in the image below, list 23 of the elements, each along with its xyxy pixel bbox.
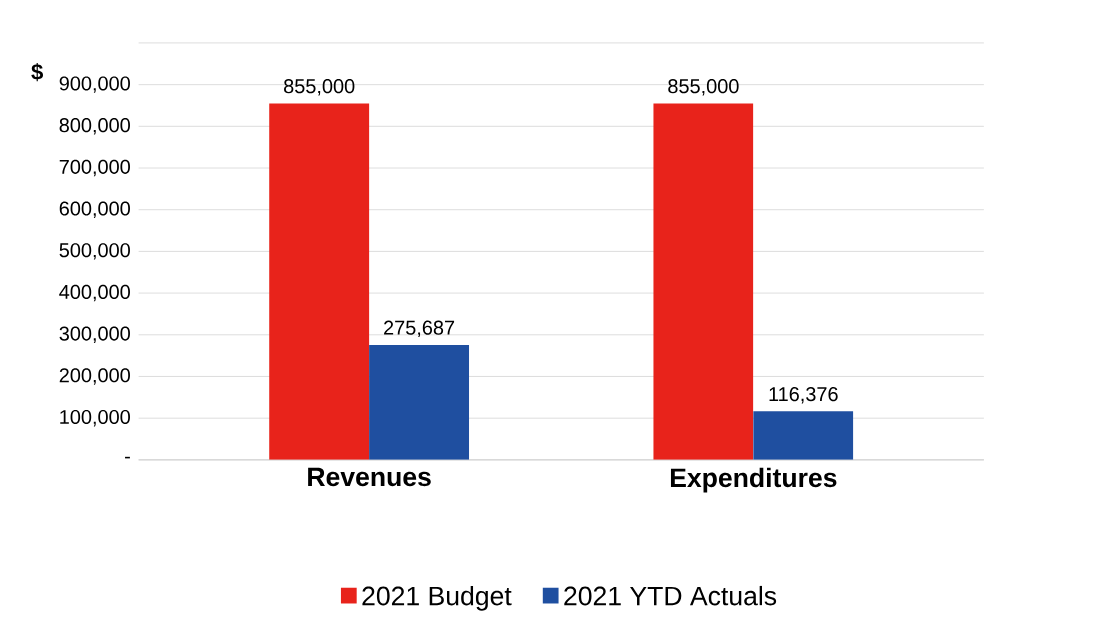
y-tick-label: 700,000 (59, 159, 130, 177)
x-tick-label: Revenues (308, 467, 431, 487)
data-label: 116,376 (769, 387, 838, 404)
data-label: 855,000 (668, 79, 739, 96)
data-label: 275,687 (384, 320, 455, 338)
y-tick-label: 900,000 (59, 76, 130, 94)
y-tick-label: 600,000 (59, 201, 130, 219)
y-tick-label: - (125, 456, 130, 459)
legend-label: 2021 Budget (362, 586, 512, 611)
y-tick-label: 400,000 (59, 285, 130, 302)
y-tick-label: 300,000 (59, 326, 130, 344)
legend-label: 2021 YTD Actuals (564, 586, 777, 606)
data-label: 855,000 (284, 79, 355, 96)
bar (753, 411, 854, 461)
bar (369, 345, 470, 461)
y-tick-label: 500,000 (59, 243, 130, 260)
bar (269, 103, 370, 461)
bar (653, 103, 754, 461)
y-tick-label: 200,000 (59, 368, 130, 385)
y-axis-title: $ (31, 63, 44, 82)
y-tick-label: 100,000 (60, 410, 130, 427)
x-tick-label: Expenditures (670, 467, 837, 493)
y-tick-label: 800,000 (59, 118, 130, 135)
